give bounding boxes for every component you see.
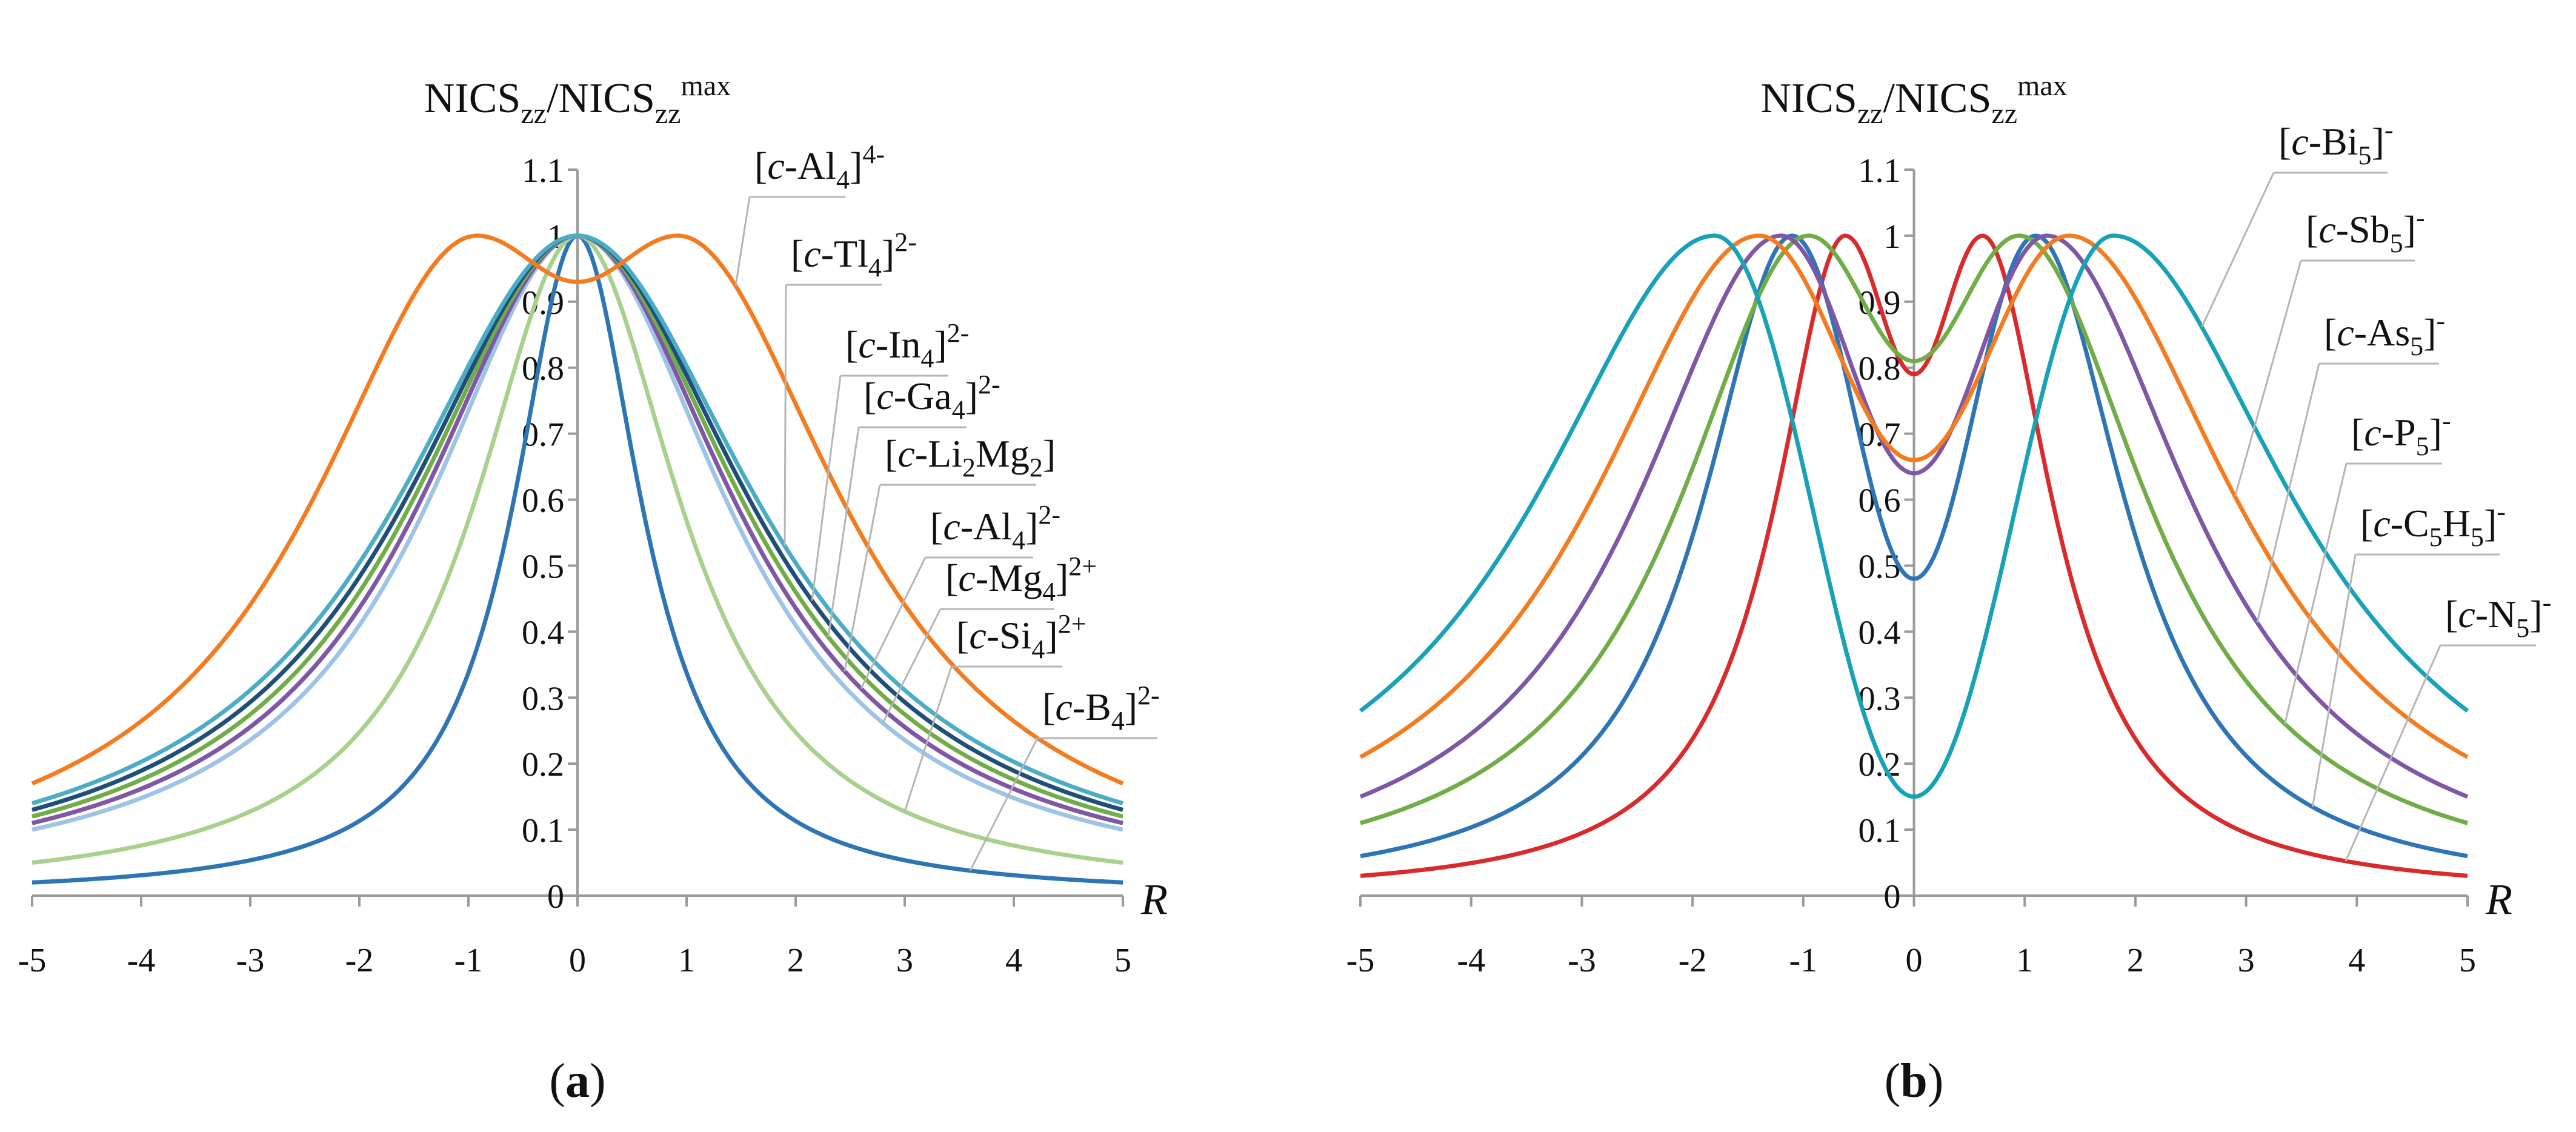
leader-line [827,427,860,638]
panel-caption: (b) [1885,1054,1944,1108]
leader-line [811,375,842,601]
x-tick-label: -2 [345,942,374,979]
x-tick-label: 3 [896,942,913,979]
x-tick-label: 2 [787,942,804,979]
leader-line [2345,645,2441,862]
series-line [1360,233,2468,878]
leader-line [784,284,787,546]
y-tick-label: 0.1 [1859,812,1901,850]
x-tick-label: -4 [1457,942,1485,979]
x-tick-label: 1 [678,942,695,979]
series-label: [c-C5H5]- [2360,497,2506,552]
series-line [1359,233,2469,799]
y-tick-label: 0.2 [522,746,564,784]
x-tick-label: -3 [236,942,265,979]
chart-title: NICSzz/NICSzzmax [424,70,731,130]
series-line [1360,233,2468,825]
panel-caption: (a) [549,1054,605,1108]
x-tick-label: -1 [454,942,483,979]
series-line [1360,233,2468,859]
leader-line [860,557,927,690]
leader-line [2284,463,2348,724]
series-label: [c-N5]- [2445,588,2551,643]
leader-line [2234,260,2302,497]
y-tick-label: 0.4 [522,614,564,651]
x-axis-label: R [1140,875,1168,924]
leader-line [734,196,751,287]
x-tick-label: -2 [1679,942,1707,979]
series-label: [c-Ga4]2- [864,370,1000,425]
x-tick-label: 5 [2459,942,2476,979]
series-line [1359,233,2469,759]
y-tick-label: 0 [1884,878,1901,916]
y-tick-label: 0.6 [522,482,564,520]
y-tick-label: 0.5 [522,548,564,585]
x-tick-label: 2 [2127,942,2144,979]
panel-b: -5 -4 -3 -2 -1 0 1 2 3 4 500.10.20.30.40.50.60.70.… [1346,70,2552,1108]
x-tick-label: -5 [1346,942,1375,979]
y-tick-label: 0 [547,878,564,916]
y-tick-label: 0.9 [522,284,564,322]
series-line [1359,233,2469,799]
series-label: [c-Al4]4- [754,139,885,195]
series-label: [c-Al4]2- [930,500,1060,555]
x-tick-label: -3 [1568,942,1596,979]
y-tick-label: 1.1 [1859,152,1901,190]
y-tick-label: 1.1 [522,152,564,190]
series-label: [c-B4]2- [1042,681,1160,736]
series-label: [c-Mg4]2+ [945,551,1097,607]
series-label: [c-Si4]2+ [956,609,1087,664]
series-label: [c-As5]- [2324,306,2445,361]
x-tick-label: 0 [1906,942,1923,979]
x-tick-label: -5 [18,942,47,979]
leader-line [844,484,881,672]
leader-line [2256,363,2320,623]
series-line [32,233,1123,805]
series-label: [c-Tl4]2- [791,227,917,282]
y-tick-label: 0.3 [522,680,564,717]
y-tick-label: 0.4 [1859,614,1901,651]
x-tick-label: -1 [1789,942,1817,979]
x-tick-label: 4 [1005,942,1022,979]
y-tick-label: 1 [1884,218,1901,256]
series-label: [c-In4]2- [845,318,969,373]
series-label: [c-P5]- [2351,406,2451,461]
x-tick-label: 1 [2016,942,2033,979]
y-tick-label: 0.1 [522,812,564,850]
y-tick-label: 0.8 [522,350,564,388]
leader-line [2201,172,2275,328]
x-tick-label: 3 [2238,942,2255,979]
series-line [31,233,1124,786]
chart-title: NICSzz/NICSzzmax [1760,70,2067,130]
x-tick-label: 4 [2348,942,2365,979]
x-tick-label: 0 [569,942,586,979]
panel-a: -5 -4 -3 -2 -1 0 1 2 3 4 500.10.20.30.40.50.60.70.… [18,70,1168,1108]
leader-line [2311,554,2357,807]
leader-line [882,608,942,724]
leader-line [969,737,1039,871]
series-label: [c-Li2Mg2] [885,432,1056,482]
y-tick-label: 0.8 [1859,350,1901,388]
series-label: [c-Sb5]- [2306,203,2425,258]
x-axis-label: R [2485,875,2512,924]
leader-line [904,666,953,812]
series-label: [c-Bi5]- [2278,115,2393,170]
x-tick-label: 5 [1114,942,1131,979]
x-tick-label: -4 [127,942,156,979]
